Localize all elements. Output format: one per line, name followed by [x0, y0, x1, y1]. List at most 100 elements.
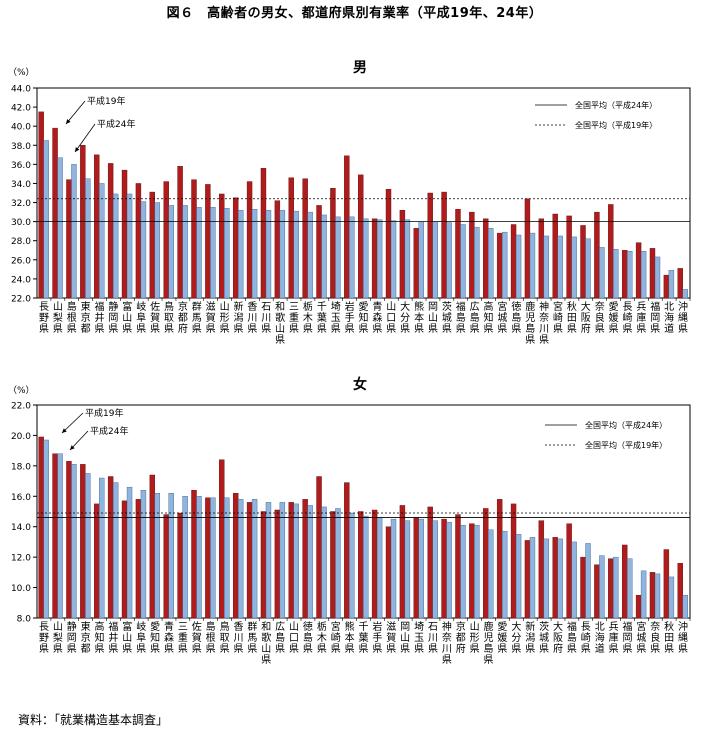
- x-tick-label-char: 県: [678, 323, 688, 335]
- x-tick-label-char: 葉: [359, 631, 369, 644]
- bar-h24: [455, 514, 461, 619]
- x-tick-label-char: 島: [206, 620, 216, 633]
- x-tick-label-char: 県: [386, 323, 396, 335]
- bar-h19: [182, 496, 188, 619]
- x-tick-label-char: 県: [400, 643, 410, 655]
- x-tick-label-char: 知: [95, 631, 105, 644]
- x-tick-label-char: 井: [95, 311, 105, 324]
- x-tick-label-char: 岡: [400, 621, 410, 633]
- bar-h19: [599, 247, 605, 299]
- x-tick-label-char: 重: [178, 631, 188, 644]
- bar-h19: [99, 183, 105, 299]
- x-tick-label-char: 梨: [53, 311, 63, 324]
- y-tick-label: 40.0: [11, 123, 31, 133]
- x-tick-label-char: 重: [289, 311, 299, 324]
- x-tick-label-char: 葉: [317, 311, 327, 324]
- y-tick-label: 28.0: [11, 237, 31, 247]
- x-tick-label-char: 根: [206, 631, 216, 644]
- annotation-label: 平成19年: [85, 407, 123, 419]
- bar-h19: [112, 482, 119, 619]
- bar-h19: [154, 493, 161, 619]
- x-tick-label-char: 海: [664, 311, 674, 324]
- x-tick-label-char: 石: [428, 622, 438, 633]
- x-tick-label-char: 県: [470, 323, 480, 335]
- bar-h19: [265, 502, 272, 619]
- x-tick-label-char: 玉: [331, 313, 341, 324]
- bar-h24: [399, 505, 406, 619]
- y-tick-label: 16.0: [11, 493, 31, 503]
- x-tick-label-char: 北: [664, 301, 674, 313]
- y-tick-label: 22.0: [11, 402, 31, 412]
- y-tick-label: 24.0: [11, 275, 31, 285]
- bar-h19: [168, 493, 174, 619]
- bar-h19: [237, 209, 244, 299]
- x-tick-label-char: 県: [178, 643, 188, 655]
- x-tick-label-char: 福: [456, 300, 466, 313]
- x-tick-label-char: 手: [372, 631, 382, 644]
- bar-h19: [460, 524, 466, 619]
- x-tick-label-char: 馬: [192, 312, 202, 324]
- bar-h19: [293, 210, 299, 299]
- x-tick-label-char: 高: [95, 620, 105, 633]
- bar-h24: [358, 511, 364, 619]
- bar-h19: [321, 214, 327, 299]
- x-tick-label-char: 知: [484, 311, 494, 324]
- bar-h24: [566, 523, 572, 619]
- x-tick-label-char: 県: [400, 323, 410, 335]
- y-tick-label: 14.0: [11, 523, 31, 533]
- x-tick-label-char: 馬: [247, 632, 257, 644]
- bar-h19: [43, 439, 49, 619]
- x-tick-label-char: 山: [386, 301, 396, 313]
- x-tick-label-char: 香: [247, 301, 257, 313]
- x-tick-label-char: 島: [470, 311, 480, 324]
- x-tick-label-char: 井: [108, 631, 118, 644]
- bar-h24: [594, 564, 600, 619]
- x-tick-label-char: 島: [67, 300, 77, 313]
- bar-h19: [446, 222, 452, 299]
- annotation-label: 平成24年: [97, 118, 135, 130]
- y-tick-label: 18.0: [11, 462, 31, 472]
- bar-h19: [57, 157, 63, 299]
- x-tick-label-char: 県: [622, 323, 632, 335]
- x-tick-label-char: 群: [192, 300, 202, 313]
- x-tick-label-char: 島: [484, 642, 494, 655]
- x-tick-label-char: 県: [470, 643, 480, 655]
- x-tick-label-char: 長: [581, 621, 591, 633]
- x-tick-label-char: 岡: [650, 312, 660, 324]
- x-tick-label-char: 口: [386, 313, 396, 324]
- bar-h24: [538, 520, 545, 619]
- x-tick-label-char: 県: [136, 643, 146, 655]
- bar-h24: [330, 511, 336, 619]
- x-tick-label-char: 県: [289, 643, 299, 655]
- x-tick-label-char: 県: [303, 643, 313, 655]
- x-tick-label-char: 県: [331, 323, 341, 335]
- x-tick-label-char: 広: [275, 620, 285, 633]
- x-tick-label-char: 県: [108, 643, 118, 655]
- x-tick-label-char: 県: [331, 643, 341, 655]
- bar-h19: [668, 270, 675, 299]
- x-tick-label-char: 本: [345, 631, 355, 644]
- x-tick-label-char: 山: [470, 621, 480, 633]
- x-tick-label-char: 県: [372, 323, 382, 335]
- x-tick-label-char: 県: [386, 643, 396, 655]
- x-tick-label-char: 田: [567, 313, 577, 324]
- x-tick-label-char: 熊: [345, 620, 355, 633]
- bar-h19: [613, 556, 619, 619]
- x-tick-label-char: 野: [39, 312, 49, 324]
- x-tick-label-char: 山: [53, 621, 63, 633]
- x-tick-label-char: 県: [150, 323, 160, 335]
- x-tick-label-char: 県: [359, 323, 369, 335]
- bar-h24: [52, 453, 58, 619]
- x-tick-label-char: 岡: [428, 301, 438, 313]
- x-tick-label-char: 森: [372, 311, 382, 324]
- bar-h24: [232, 493, 239, 619]
- bar-h19: [112, 193, 119, 299]
- x-tick-label-char: 賀: [150, 312, 160, 324]
- x-tick-label-char: 長: [39, 621, 49, 633]
- bar-h19: [390, 518, 397, 619]
- bar-h19: [474, 227, 480, 299]
- x-tick-label-char: 県: [664, 643, 674, 655]
- source-note: 資料：「就業構造基本調査」: [18, 713, 169, 727]
- x-tick-label-char: 県: [220, 323, 230, 335]
- bar-h24: [496, 499, 503, 619]
